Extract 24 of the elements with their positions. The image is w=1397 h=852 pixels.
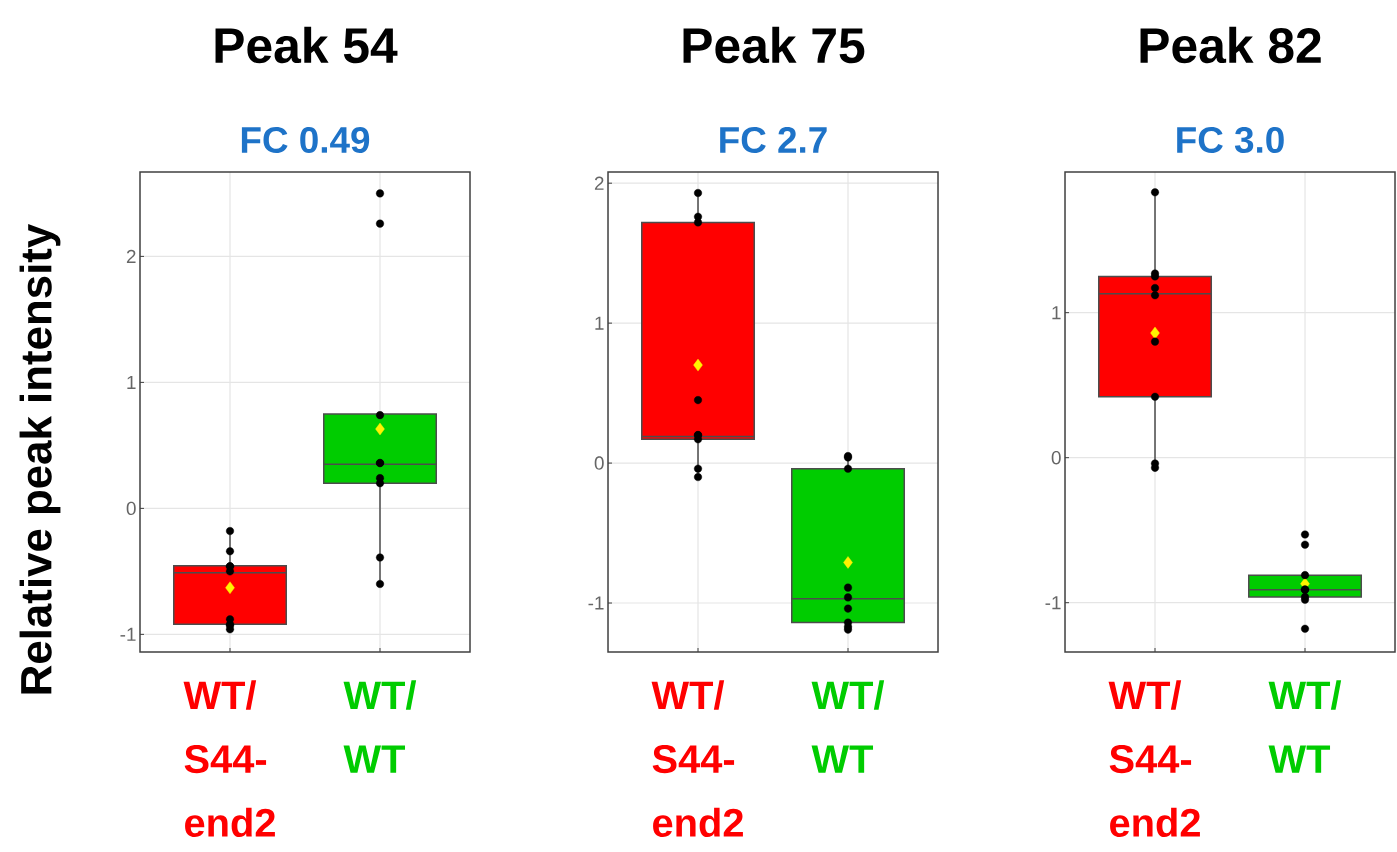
y-tick-label: 0 xyxy=(1051,450,1061,465)
y-tick-label: -1 xyxy=(588,596,604,610)
chart-title: Peak 75 xyxy=(683,26,865,64)
y-tick-label: 1 xyxy=(1052,306,1061,320)
y-tick-label: 1 xyxy=(127,375,136,389)
y-tick-label: 2 xyxy=(594,176,604,190)
x-tick-label: WT/ S44-end2 xyxy=(1108,680,1200,837)
y-axis-title: Relative peak intensity xyxy=(19,223,61,694)
y-tick-label: 0 xyxy=(594,456,604,470)
y-tick-label: 2 xyxy=(126,249,136,264)
y-tick-label: -1 xyxy=(1045,596,1061,610)
chart-title: Peak 54 xyxy=(215,26,398,64)
x-tick-label: WT/ S44-end2 xyxy=(183,680,275,837)
y-tick-label: 0 xyxy=(126,501,136,516)
chart-subtitle: FC 3.0 xyxy=(1177,126,1284,154)
chart-subtitle: FC 0.49 xyxy=(241,126,370,154)
x-tick-label: WT/ WT xyxy=(343,680,417,773)
chart-subtitle: FC 2.7 xyxy=(720,126,827,154)
chart-title: Peak 82 xyxy=(1140,26,1321,64)
x-tick-label: WT/ WT xyxy=(1268,680,1342,773)
x-tick-label: WT/ WT xyxy=(811,680,885,773)
y-tick-label: 1 xyxy=(595,316,604,330)
x-tick-label: WT/ S44-end2 xyxy=(651,680,743,837)
y-tick-label: -1 xyxy=(120,627,136,641)
